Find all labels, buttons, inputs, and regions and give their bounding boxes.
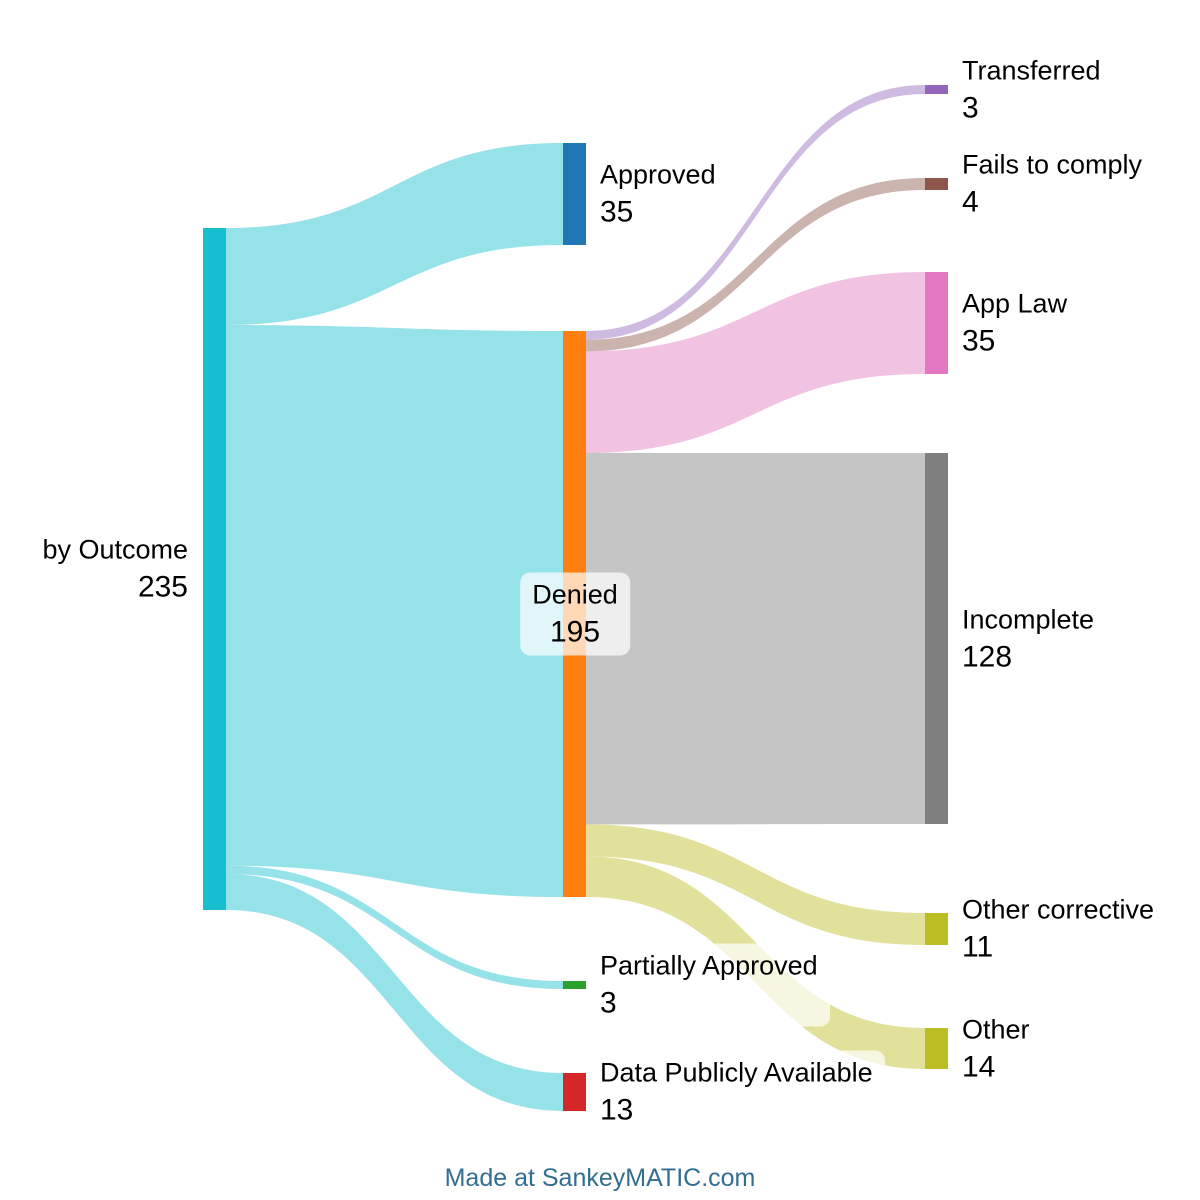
node-label-value: 3: [962, 91, 979, 124]
node-label-by-outcome: by Outcome 235: [30, 527, 200, 611]
node-label-value: 13: [600, 1093, 634, 1127]
node-label-transferred: Transferred 3: [950, 48, 1113, 131]
node-label-value: 35: [962, 324, 996, 358]
node-label-value: 3: [600, 986, 617, 1020]
node-fails-to-comply: [925, 178, 948, 190]
footer-credit-link[interactable]: Made at SankeyMATIC.com: [444, 1164, 756, 1192]
flow-denied-to-fails-to-comply: [586, 178, 925, 352]
node-other-corrective: [925, 913, 948, 945]
flow-denied-to-other-corrective: [586, 824, 925, 945]
node-label-value: 235: [137, 570, 188, 604]
node-label-name: Transferred: [962, 55, 1101, 85]
node-other: [925, 1028, 948, 1069]
node-label-name: Partially Approved: [600, 950, 818, 981]
flow-denied-to-app-law: [586, 272, 925, 453]
node-partially-approved: [563, 981, 586, 989]
flow-by-outcome-to-data-publicly-available: [226, 873, 563, 1111]
node-label-name: Denied: [532, 579, 618, 610]
node-label-fails-to-comply: Fails to comply 4: [950, 142, 1155, 226]
node-app-law: [925, 272, 948, 374]
node-label-data-publicly-available: Data Publicly Available 13: [588, 1050, 885, 1134]
node-label-name: Approved: [600, 159, 716, 190]
node-label-approved: Approved 35: [588, 152, 728, 236]
node-label-name: by Outcome: [42, 534, 188, 565]
node-by-outcome: [203, 228, 226, 910]
node-label-name: Data Publicly Available: [600, 1057, 873, 1088]
node-label-name: App Law: [962, 288, 1068, 319]
node-label-incomplete: Incomplete 128: [950, 597, 1107, 680]
flow-by-outcome-to-approved: [226, 143, 563, 326]
node-transferred: [925, 85, 948, 94]
node-label-app-law: App Law 35: [950, 281, 1080, 365]
node-label-name: Fails to comply: [962, 149, 1143, 180]
node-label-value: 11: [962, 930, 994, 964]
node-label-value: 195: [549, 615, 601, 649]
flow-by-outcome-to-partially-approved: [226, 865, 563, 989]
node-label-name: Incomplete: [962, 604, 1095, 634]
node-label-other: Other 14: [950, 1007, 1042, 1090]
node-approved: [563, 143, 586, 245]
flow-denied-to-transferred: [586, 85, 925, 340]
node-data-publicly-available: [563, 1073, 586, 1111]
node-label-value: 14: [962, 1050, 996, 1083]
node-incomplete: [925, 453, 948, 824]
node-label-value: 128: [962, 640, 1013, 673]
node-label-value: 4: [962, 185, 979, 219]
node-label-name: Other: [962, 1014, 1030, 1044]
node-label-other-corrective: Other corrective 11: [950, 887, 1167, 971]
node-label-partially-approved: Partially Approved 3: [588, 943, 830, 1027]
node-label-denied: Denied 195: [520, 572, 630, 656]
node-label-name: Other corrective: [962, 894, 1155, 925]
flow-by-outcome-to-denied: [226, 325, 563, 897]
flow-denied-to-incomplete: [586, 452, 925, 825]
node-label-value: 35: [600, 195, 634, 229]
